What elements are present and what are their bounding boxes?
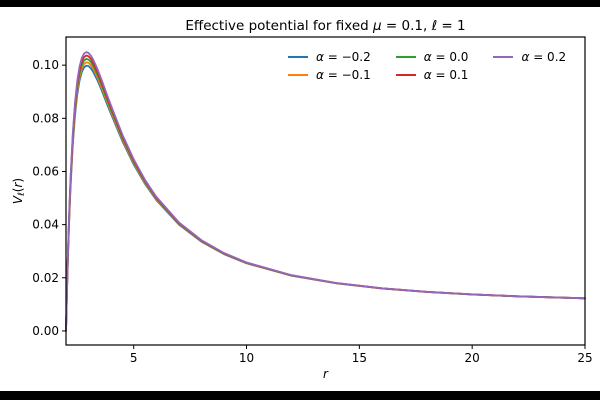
x-axis-label: r: [323, 367, 328, 381]
legend-label: α = 0.2: [521, 50, 566, 64]
alpha-symbol: α: [423, 50, 432, 64]
legend-line-swatch: [288, 55, 308, 59]
curves-group: [65, 51, 586, 332]
y-tick-label: 0.10: [32, 58, 59, 72]
legend-label: α = −0.1: [316, 68, 371, 82]
curve-0.0: [65, 58, 586, 332]
ylabel-part: (: [11, 187, 25, 193]
legend-item: α = 0.2: [493, 48, 566, 66]
x-tick-label: 20: [465, 351, 480, 365]
legend-column: α = 0.2: [493, 48, 566, 84]
legend-item: α = −0.2: [288, 48, 371, 66]
curve-0.2: [65, 51, 586, 332]
ylabel-part: V: [11, 195, 25, 205]
tick-labels-group: 5 10 15 20 25 0.00 0.02 0.04 0.06 0.08 0.10: [32, 58, 592, 365]
ylabel-part: ℓ: [17, 192, 27, 196]
legend-line-swatch: [493, 55, 514, 59]
curve-−0.2: [65, 64, 586, 332]
y-tick-label: 0.00: [32, 324, 59, 338]
alpha-symbol: α: [316, 68, 324, 82]
y-tick-label: 0.04: [32, 218, 59, 232]
x-tick-label: 10: [239, 351, 254, 365]
title-part: = 1: [437, 18, 466, 34]
legend-label: α = 0.1: [424, 68, 469, 82]
x-tick-label: 5: [130, 351, 138, 365]
legend-label-value: = 0.1: [431, 68, 469, 82]
y-tick-label: 0.02: [32, 271, 59, 285]
ticks-group: [62, 64, 586, 349]
figure-canvas: Effective potential for fixed μ = 0.1, ℓ…: [0, 7, 600, 391]
alpha-symbol: α: [521, 50, 530, 64]
legend-label-value: = 0.0: [431, 50, 469, 64]
curve-0.1: [65, 54, 586, 332]
legend-label: α = 0.0: [424, 50, 469, 64]
y-axis-label: Vℓ(r): [11, 178, 27, 204]
x-tick-label: 15: [352, 351, 367, 365]
axes-spines: [65, 36, 586, 346]
legend-label-value: = 0.2: [529, 50, 567, 64]
ylabel-part: r: [11, 182, 25, 188]
legend-label: α = −0.2: [316, 50, 371, 64]
alpha-symbol: α: [423, 68, 432, 82]
legend-column: α = −0.2 α = −0.1: [288, 48, 371, 84]
alpha-symbol: α: [316, 50, 324, 64]
legend-item: α = 0.0: [395, 48, 469, 66]
legend-label-value: = −0.1: [323, 68, 371, 82]
title-part: ℓ: [431, 18, 438, 34]
legend: α = −0.2 α = −0.1 α = 0.0 α = 0.1 α = 0.2: [288, 48, 566, 84]
legend-item: α = 0.1: [395, 66, 469, 84]
chart-title: Effective potential for fixed μ = 0.1, ℓ…: [66, 18, 585, 34]
ylabel-part: ): [11, 177, 25, 183]
legend-item: α = −0.1: [288, 66, 371, 84]
legend-line-swatch: [395, 55, 416, 59]
legend-line-swatch: [288, 73, 308, 77]
legend-label-value: = −0.2: [323, 50, 371, 64]
plot-area: 5 10 15 20 25 0.00 0.02 0.04 0.06 0.08 0.10: [32, 36, 593, 365]
title-part: μ: [373, 18, 382, 34]
y-tick-label: 0.06: [32, 164, 59, 178]
x-tick-label: 25: [577, 351, 592, 365]
curve-−0.1: [65, 61, 586, 332]
legend-line-swatch: [395, 73, 416, 77]
title-part: Effective potential for fixed: [185, 18, 374, 34]
title-part: = 0.1,: [381, 18, 432, 34]
y-tick-label: 0.08: [32, 111, 59, 125]
legend-column: α = 0.0 α = 0.1: [395, 48, 469, 84]
